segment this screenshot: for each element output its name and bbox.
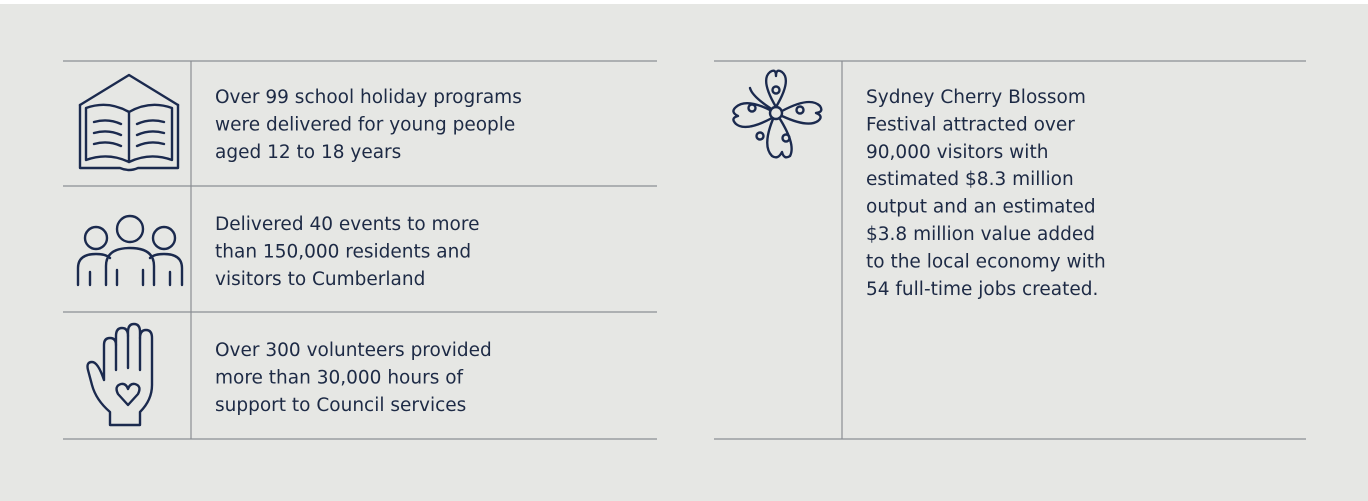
text-line: Over 99 school holiday programs: [215, 87, 522, 108]
text-line: Over 300 volunteers provided: [215, 340, 492, 361]
text-layer: Over 99 school holiday programs were deli…: [215, 87, 1106, 416]
text-line: to the local economy with: [866, 251, 1106, 272]
text-line: more than 30,000 hours of: [215, 368, 464, 389]
text-line: estimated $8.3 million: [866, 169, 1074, 190]
left-table: [63, 60, 657, 440]
background: [0, 4, 1368, 501]
text-line: 54 full-time jobs created.: [866, 279, 1098, 300]
right-table: [714, 60, 1306, 440]
text-line: Festival attracted over: [866, 114, 1075, 135]
book-icon: [78, 73, 180, 172]
text-line: visitors to Cumberland: [215, 269, 425, 290]
text-line: aged 12 to 18 years: [215, 142, 401, 163]
text-line: Sydney Cherry Blossom: [866, 87, 1086, 108]
text-line: than 150,000 residents and: [215, 242, 471, 263]
text-line: output and an estimated: [866, 197, 1096, 218]
text-line: $3.8 million value added: [866, 224, 1095, 245]
text-line: Delivered 40 events to more: [215, 214, 479, 235]
text-line: were delivered for young people: [215, 115, 515, 136]
flower-icon: [732, 69, 823, 159]
text-line: support to Council services: [215, 395, 466, 416]
hand-icon: [86, 322, 154, 427]
people-icon: [76, 214, 184, 287]
text-line: 90,000 visitors with: [866, 142, 1048, 163]
